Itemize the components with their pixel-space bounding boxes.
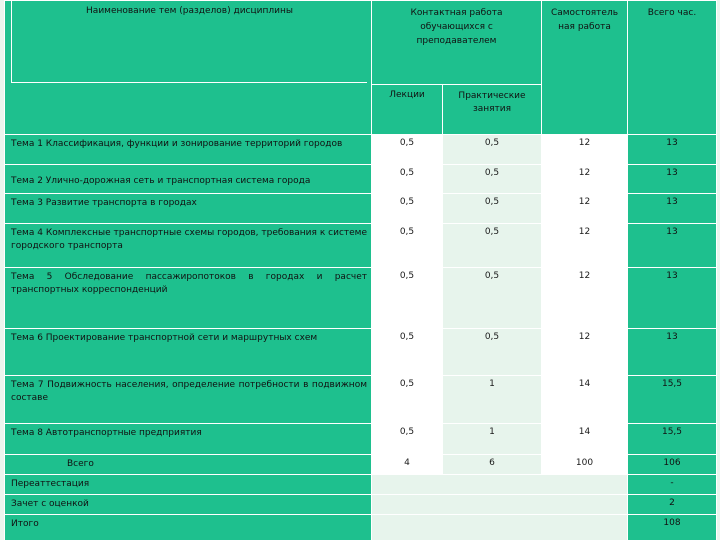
footer-label: Зачет с оценкой	[11, 499, 89, 509]
header-total-hours-cell: Всего час.	[627, 0, 717, 135]
row-practical: 1	[489, 427, 495, 437]
row-topic: Тема 3 Развитие транспорта в городах	[11, 198, 197, 208]
row-practical: 0,5	[484, 197, 500, 207]
total-lectures: 4	[404, 458, 410, 468]
header-self-work-cell: Самостоятель ная работа	[541, 0, 628, 135]
row-self: 12	[578, 227, 591, 237]
row-total: 13	[666, 197, 678, 207]
row-total: 15,5	[661, 427, 683, 437]
discipline-hours-table: Наименование тем (разделов) дисциплины К…	[4, 0, 717, 541]
row-total: 13	[666, 227, 678, 237]
header-self-work: Самостоятель ная работа	[550, 8, 619, 32]
header-contact-work: Контактная работа обучающихся с преподав…	[410, 8, 503, 46]
header-lectures: Лекции	[389, 90, 425, 100]
header-lectures-cell: Лекции	[371, 84, 443, 135]
table-row: Тема 2 Улично-дорожная сеть и транспортн…	[4, 164, 717, 194]
footer-row: Переаттестация -	[4, 474, 717, 495]
row-topic: Тема 1 Классификация, функции и зонирова…	[11, 139, 343, 149]
row-lectures: 0,5	[399, 379, 415, 389]
row-topic: Тема 6 Проектирование транспортной сети …	[11, 333, 318, 343]
header-topic-name: Наименование тем (разделов) дисциплины	[11, 1, 367, 83]
row-topic: Тема 2 Улично-дорожная сеть и транспортн…	[11, 176, 311, 186]
row-practical: 0,5	[484, 271, 500, 281]
row-total: 15,5	[661, 379, 683, 389]
row-lectures: 0,5	[399, 197, 415, 207]
total-self: 100	[575, 458, 594, 468]
table-row: Тема 4 Комплексные транспортные схемы го…	[4, 223, 717, 268]
row-lectures: 0,5	[399, 271, 415, 281]
header-practical-cell: Практические занятия	[442, 84, 542, 135]
row-self: 12	[578, 168, 591, 178]
row-topic: Тема 8 Автотранспортные предприятия	[11, 428, 202, 438]
row-self: 14	[578, 379, 591, 389]
row-topic: Тема 5 Обследование пассажиропотоков в г…	[11, 272, 367, 295]
row-practical: 0,5	[484, 138, 500, 148]
header-practical: Практические занятия	[458, 91, 526, 114]
row-self: 12	[578, 197, 591, 207]
row-total: 13	[666, 332, 678, 342]
total-total: 106	[663, 458, 681, 468]
row-self: 12	[578, 271, 591, 281]
header-topic-name-cell: Наименование тем (разделов) дисциплины	[4, 0, 372, 135]
row-lectures: 0,5	[399, 227, 415, 237]
row-practical: 1	[489, 379, 495, 389]
row-lectures: 0,5	[399, 168, 415, 178]
row-self: 14	[578, 427, 591, 437]
footer-row: Итого 108	[4, 514, 717, 541]
table-row: Тема 3 Развитие транспорта в городах 0,5…	[4, 193, 717, 224]
row-practical: 0,5	[484, 227, 500, 237]
table-row: Тема 6 Проектирование транспортной сети …	[4, 328, 717, 376]
row-total: 13	[666, 271, 678, 281]
table-row: Тема 8 Автотранспортные предприятия 0,5 …	[4, 423, 717, 455]
row-practical: 0,5	[484, 332, 500, 342]
header-total-hours: Всего час.	[647, 8, 697, 18]
table-row: Тема 1 Классификация, функции и зонирова…	[4, 134, 717, 165]
row-practical: 0,5	[484, 168, 500, 178]
header-contact-work-cell: Контактная работа обучающихся с преподав…	[371, 0, 542, 85]
table-row: Тема 5 Обследование пассажиропотоков в г…	[4, 267, 717, 329]
row-topic: Тема 7 Подвижность населения, определени…	[11, 380, 367, 403]
row-self: 12	[578, 138, 591, 148]
total-label: Всего	[67, 459, 94, 469]
table-row: Тема 7 Подвижность населения, определени…	[4, 375, 717, 424]
row-total: 13	[666, 168, 678, 178]
total-practical: 6	[489, 458, 495, 468]
total-row: Всего 4 6 100 106	[4, 454, 717, 475]
footer-row: Зачет с оценкой 2	[4, 494, 717, 515]
footer-label: Переаттестация	[11, 479, 90, 489]
footer-total: 108	[663, 518, 681, 528]
row-self: 12	[578, 332, 591, 342]
row-lectures: 0,5	[399, 427, 415, 437]
row-lectures: 0,5	[399, 138, 415, 148]
footer-label: Итого	[11, 519, 39, 529]
row-total: 13	[666, 138, 678, 148]
footer-total: 2	[669, 498, 675, 508]
footer-total: -	[670, 478, 674, 488]
row-lectures: 0,5	[399, 332, 415, 342]
row-topic: Тема 4 Комплексные транспортные схемы го…	[11, 228, 367, 251]
